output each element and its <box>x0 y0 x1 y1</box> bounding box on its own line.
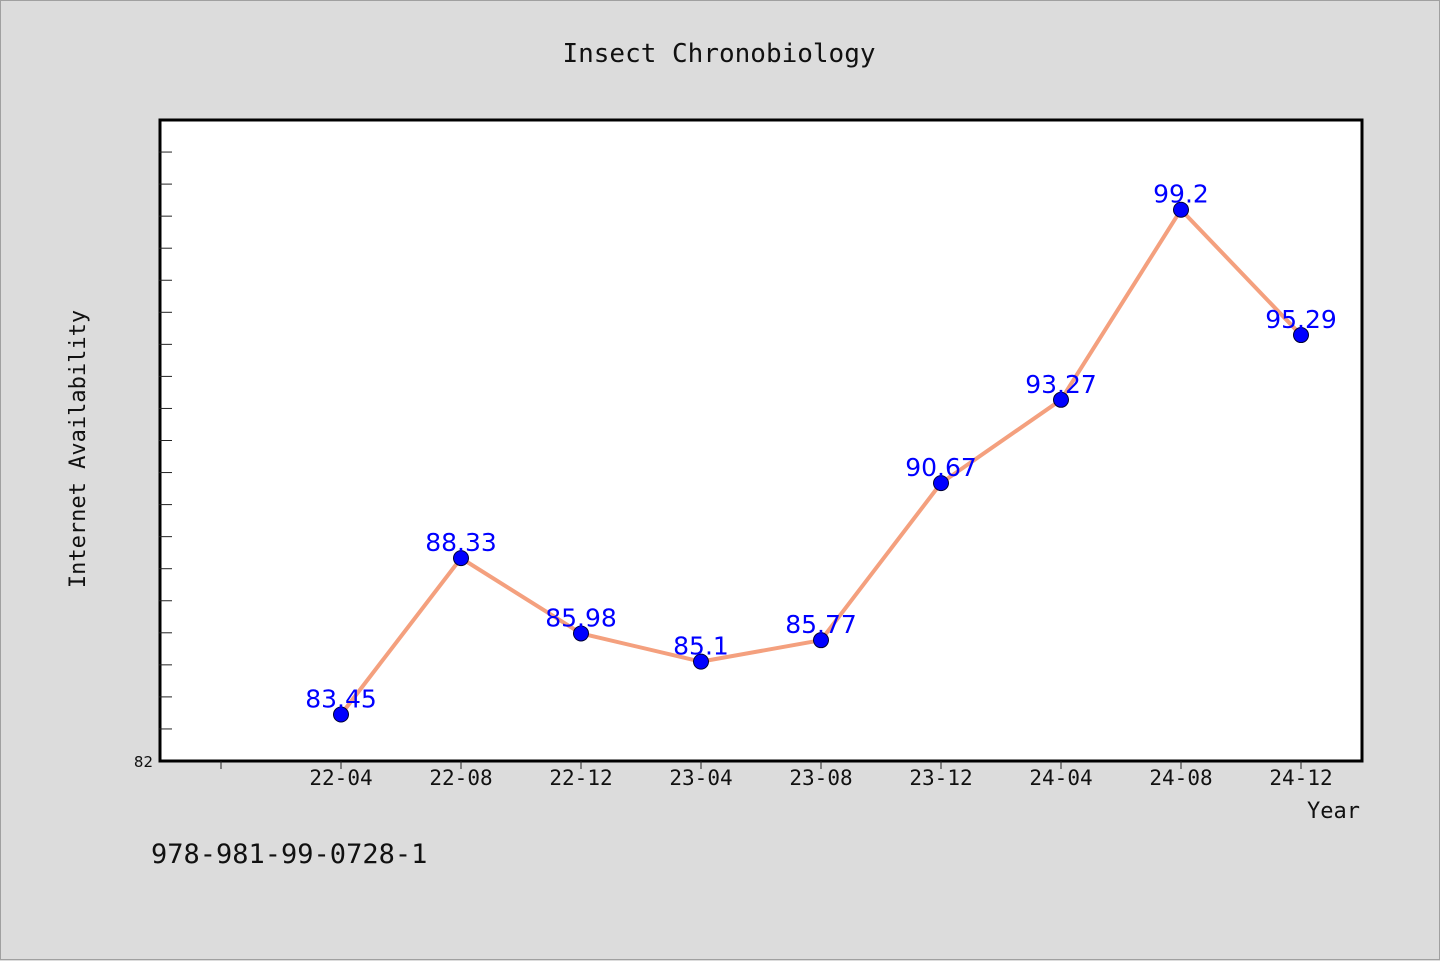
series-layer <box>333 201 1309 723</box>
x-tick-label: 23-04 <box>669 766 732 790</box>
x-tick-label: 23-08 <box>789 766 852 790</box>
data-point <box>333 706 349 723</box>
plot-area <box>158 118 1364 763</box>
x-axis-ticks: 22-04 22-08 22-12 23-04 23-08 23-12 24-04 24-08… <box>220 761 1333 790</box>
data-label: 93.27 <box>1025 370 1097 399</box>
data-label: 85.1 <box>673 632 729 661</box>
data-label: 83.45 <box>305 685 377 714</box>
chart-title: Insect Chronobiology <box>562 39 875 69</box>
data-point <box>693 653 709 670</box>
data-label: 99.2 <box>1153 180 1209 209</box>
data-point <box>1053 391 1069 408</box>
x-tick-label: 22-12 <box>549 766 612 790</box>
data-label: 88.33 <box>425 528 497 557</box>
data-label-layer: 83.45 88.33 85.98 85.1 85.77 90.67 93.27 99.2 95… <box>305 180 1337 714</box>
data-label: 85.77 <box>785 610 857 639</box>
x-tick-label: 24-08 <box>1149 766 1212 790</box>
isbn-text: 978-981-99-0728-1 <box>151 839 427 870</box>
data-point <box>1173 201 1189 218</box>
data-label: 85.98 <box>545 603 617 632</box>
data-point <box>813 632 829 649</box>
y-axis-ticks: 82 <box>134 151 172 771</box>
y-tick-label: 82 <box>134 753 153 771</box>
data-label: 90.67 <box>905 453 977 482</box>
data-label: 95.29 <box>1265 305 1337 334</box>
data-point <box>1293 327 1309 344</box>
data-point <box>453 550 469 567</box>
x-axis-label: Year <box>1307 799 1360 824</box>
x-tick-label: 22-04 <box>309 766 372 790</box>
x-tick-label: 24-04 <box>1029 766 1092 790</box>
data-point <box>573 625 589 642</box>
x-tick-label: 24-12 <box>1269 766 1332 790</box>
x-tick-label: 22-08 <box>429 766 492 790</box>
data-point <box>933 475 949 492</box>
y-axis-label: Internet Availability <box>66 310 91 588</box>
x-tick-label: 23-12 <box>909 766 972 790</box>
